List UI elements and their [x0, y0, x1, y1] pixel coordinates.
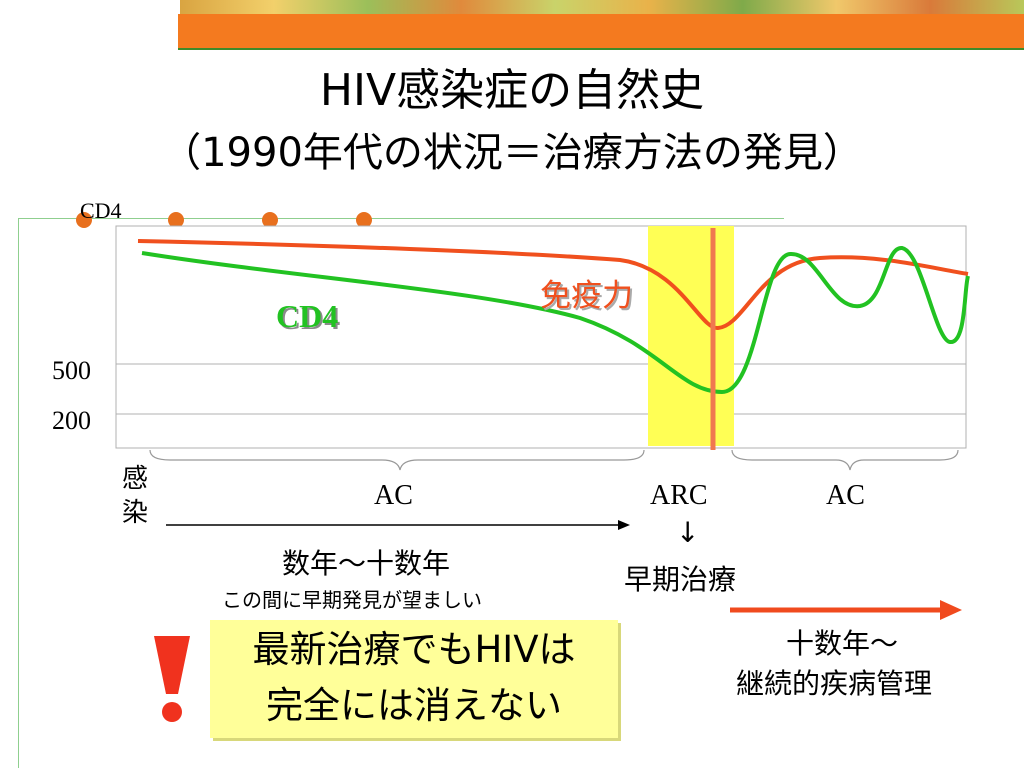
decor-dot — [262, 212, 278, 228]
decor-dot — [168, 212, 184, 228]
header-banner-image — [180, 0, 1024, 14]
immunity-series-label: 免疫力 — [540, 278, 633, 314]
long-term-line2: 継続的疾病管理 — [736, 667, 933, 700]
header-banner-bar — [178, 14, 1024, 48]
long-term-line1: 十数年〜 — [786, 627, 899, 660]
early-treatment-label: 早期治療 — [624, 563, 737, 596]
slide-title: HIV感染症の自然史 — [319, 65, 705, 116]
callout-text: 最新治療でもHIVは 完全には消えない — [210, 622, 618, 734]
frame-line-top — [18, 218, 784, 219]
cd4-curve — [141, 246, 970, 395]
y-tick-500: 500 — [52, 356, 91, 385]
duration-years-label: 数年〜十数年 — [282, 547, 451, 580]
plot-frame — [115, 225, 967, 449]
callout-line2: 完全には消えない — [266, 684, 562, 727]
y-axis-label: CD4 — [80, 198, 122, 223]
header-banner-line — [178, 48, 1024, 50]
immunity-curve — [137, 239, 969, 330]
timeline-arrow-head — [618, 520, 630, 530]
down-arrow-icon: ↓ — [676, 516, 700, 549]
decor-dot — [76, 212, 92, 228]
infection-char-1: 感 — [122, 464, 149, 494]
long-term-arrow-head — [940, 600, 962, 620]
phase-ac-1: AC — [374, 480, 413, 511]
brace-ac-1 — [149, 449, 645, 471]
callout-line1: 最新治療でもHIVは — [252, 628, 576, 671]
arc-period-band — [648, 226, 734, 446]
brace-ac-2 — [731, 449, 959, 471]
phase-ac-2: AC — [826, 480, 865, 511]
exclamation-icon — [154, 636, 190, 722]
y-tick-200: 200 — [52, 406, 91, 435]
phase-arc: ARC — [650, 480, 708, 511]
slide-subtitle: （1990年代の状況＝治療方法の発見） — [161, 130, 863, 176]
duration-note: この間に早期発見が望ましい — [222, 588, 482, 612]
cd4-series-label: CD4 — [276, 298, 339, 334]
decor-dot — [356, 212, 372, 228]
frame-line-left — [18, 218, 19, 768]
callout-box — [210, 620, 618, 738]
infection-char-2: 染 — [122, 498, 149, 528]
infection-label: 感 染 — [122, 462, 148, 530]
